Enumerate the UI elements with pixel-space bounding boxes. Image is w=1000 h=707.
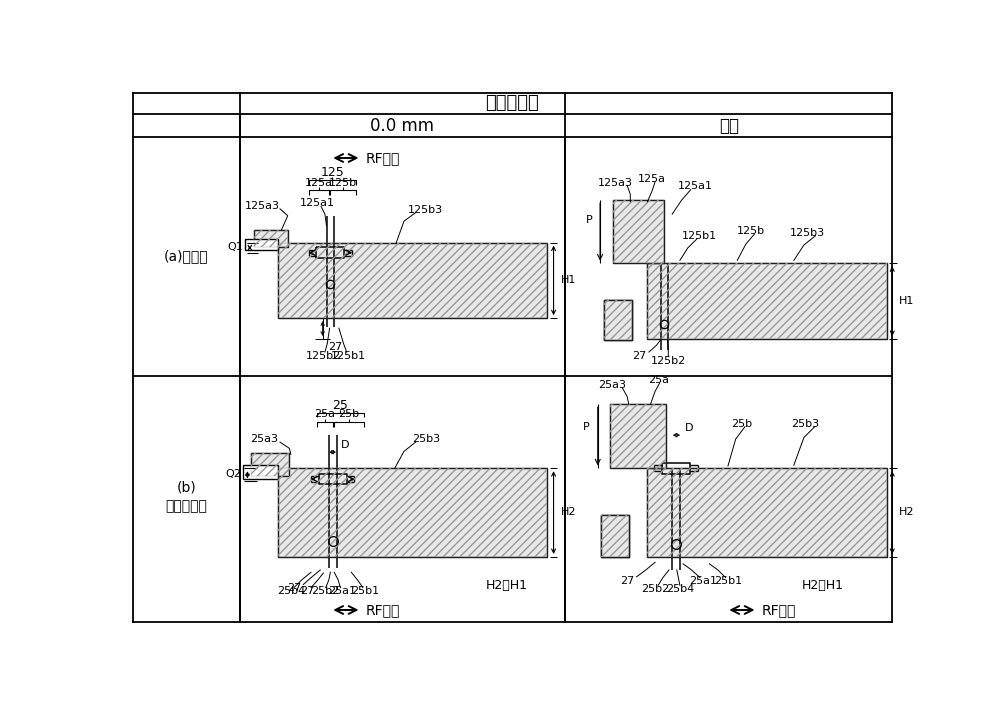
- Text: H2＞H1: H2＞H1: [485, 579, 527, 592]
- Polygon shape: [243, 465, 278, 479]
- Polygon shape: [245, 239, 278, 250]
- Text: H1: H1: [898, 296, 914, 306]
- Text: Q1: Q1: [227, 243, 243, 252]
- Text: RF通路: RF通路: [761, 603, 796, 617]
- Text: 25b: 25b: [731, 419, 752, 428]
- Text: 25a1: 25a1: [689, 576, 717, 587]
- Text: 125a: 125a: [305, 177, 333, 187]
- Text: H2＞H1: H2＞H1: [802, 579, 844, 592]
- Text: (a)比较例: (a)比较例: [164, 250, 209, 264]
- Text: 125a1: 125a1: [300, 199, 335, 209]
- Polygon shape: [251, 453, 289, 476]
- Text: RF通路: RF通路: [365, 151, 400, 165]
- Polygon shape: [278, 243, 547, 318]
- Text: 边缘环位置: 边缘环位置: [486, 94, 539, 112]
- Text: 125a3: 125a3: [598, 177, 633, 187]
- Text: 25b4: 25b4: [666, 584, 694, 594]
- Text: 125b1: 125b1: [682, 230, 717, 241]
- Text: 125b2: 125b2: [306, 351, 341, 361]
- Polygon shape: [601, 515, 629, 557]
- Text: 25b4: 25b4: [278, 587, 306, 597]
- Text: 27: 27: [632, 351, 647, 361]
- Text: 125a: 125a: [638, 174, 666, 184]
- Text: 125b2: 125b2: [651, 356, 686, 366]
- Polygon shape: [604, 300, 632, 341]
- Polygon shape: [604, 300, 632, 341]
- Text: 25b3: 25b3: [791, 419, 820, 428]
- Polygon shape: [613, 200, 664, 264]
- Polygon shape: [254, 230, 288, 247]
- Text: 25b3: 25b3: [412, 434, 440, 444]
- Text: 25: 25: [333, 399, 348, 411]
- Text: P: P: [583, 423, 590, 433]
- Text: 125b3: 125b3: [408, 204, 443, 215]
- Text: (b): (b): [176, 480, 196, 494]
- Polygon shape: [647, 264, 887, 339]
- Text: 25a3: 25a3: [598, 380, 626, 390]
- Text: 27: 27: [300, 587, 314, 597]
- Text: 推升: 推升: [719, 117, 739, 134]
- Text: RF通路: RF通路: [365, 603, 400, 617]
- Text: 25a3: 25a3: [250, 434, 278, 444]
- Text: H2: H2: [898, 507, 914, 518]
- Text: 27: 27: [287, 583, 302, 593]
- Text: 125: 125: [320, 166, 344, 179]
- Text: 本实施方式: 本实施方式: [165, 499, 207, 513]
- Text: 25a: 25a: [314, 409, 335, 419]
- Text: 125b: 125b: [329, 177, 357, 187]
- Text: 125a3: 125a3: [245, 201, 280, 211]
- Polygon shape: [610, 404, 666, 468]
- Text: D: D: [685, 423, 694, 433]
- Text: Q2: Q2: [225, 469, 241, 479]
- Polygon shape: [278, 468, 547, 557]
- Text: 125a1: 125a1: [678, 182, 713, 192]
- Text: D: D: [341, 440, 350, 450]
- Text: P: P: [586, 215, 592, 225]
- Text: 25b: 25b: [338, 409, 360, 419]
- Text: 25a1: 25a1: [328, 587, 356, 597]
- Text: 25a: 25a: [648, 375, 669, 385]
- Text: 25b1: 25b1: [714, 576, 742, 587]
- Text: 25b2: 25b2: [641, 584, 669, 594]
- Polygon shape: [647, 468, 887, 557]
- Text: 125b: 125b: [737, 226, 765, 236]
- Text: 27: 27: [328, 341, 342, 351]
- Text: H2: H2: [561, 507, 576, 518]
- Text: H1: H1: [561, 276, 576, 286]
- Text: 25b2: 25b2: [311, 587, 339, 597]
- Text: 27: 27: [620, 575, 634, 585]
- Text: 25b1: 25b1: [351, 587, 379, 597]
- Text: 0.0 mm: 0.0 mm: [370, 117, 434, 134]
- Text: 125b1: 125b1: [331, 351, 366, 361]
- Text: 125b3: 125b3: [789, 228, 825, 238]
- Polygon shape: [601, 515, 629, 557]
